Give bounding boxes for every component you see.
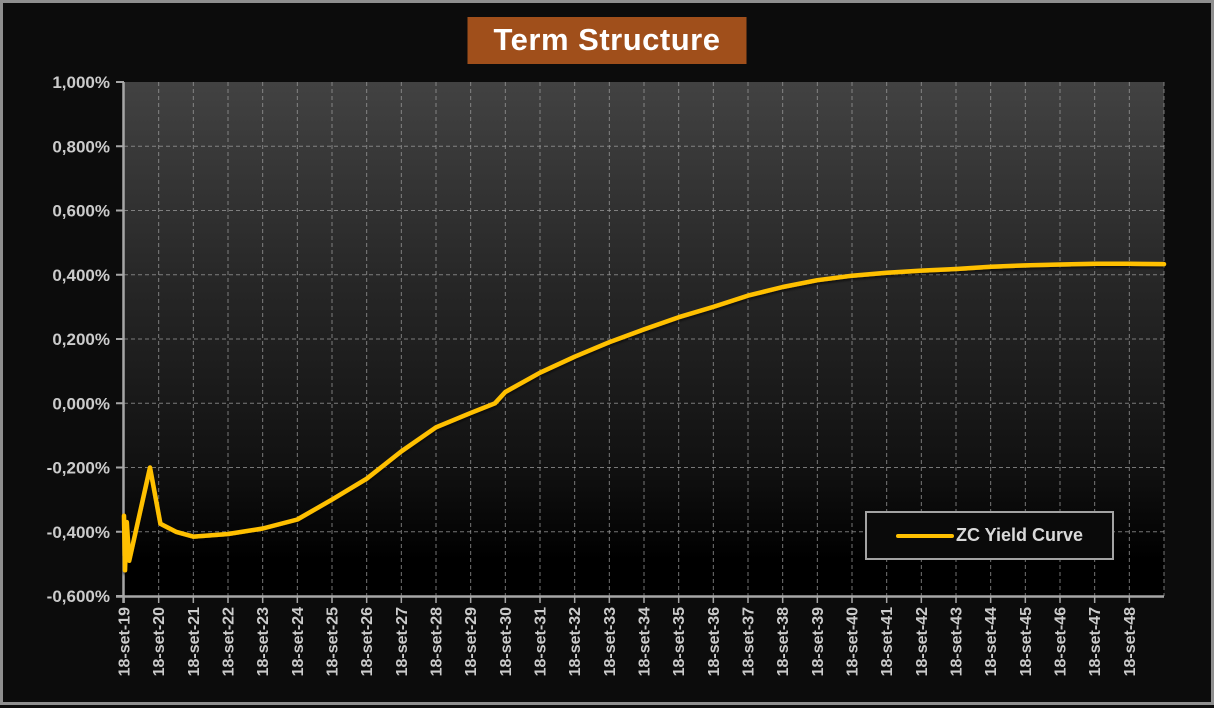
- x-axis-label: 18-set-26: [359, 607, 376, 676]
- x-axis-label: 18-set-36: [706, 607, 723, 676]
- x-axis-label: 18-set-44: [983, 607, 1000, 676]
- y-axis-label: 0,200%: [52, 330, 110, 349]
- x-axis-label: 18-set-29: [463, 607, 480, 676]
- y-axis-label: -0,200%: [47, 459, 110, 478]
- y-axis-label: -0,600%: [47, 587, 110, 606]
- x-axis-label: 18-set-20: [151, 607, 168, 676]
- term-structure-chart: 1,000% 0,800% 0,600% 0,400% 0,200% 0,000% -0,2…: [47, 73, 1167, 676]
- y-axis-labels: 1,000% 0,800% 0,600% 0,400% 0,200% 0,000% -0,2…: [47, 73, 110, 606]
- series: [121, 261, 1167, 573]
- x-axis-label: 18-set-42: [914, 607, 931, 676]
- y-axis-label: 0,000%: [52, 394, 110, 413]
- y-axis-label: 0,800%: [52, 137, 110, 156]
- zc-yield-curve-line: [121, 261, 1167, 573]
- x-axis-label: 18-set-45: [1018, 607, 1035, 676]
- x-axis-label: 18-set-23: [255, 607, 272, 676]
- x-axis-label: 18-set-28: [429, 607, 446, 676]
- x-axis-label: 18-set-48: [1122, 607, 1139, 676]
- x-axis-label: 18-set-19: [117, 607, 134, 676]
- x-axis-label: 18-set-21: [186, 607, 203, 676]
- x-axis-label: 18-set-43: [949, 607, 966, 676]
- x-axis-label: 18-set-34: [637, 607, 654, 676]
- y-axis-label: 0,600%: [52, 202, 110, 221]
- y-axis-label: 1,000%: [52, 73, 110, 92]
- y-axis-label: 0,400%: [52, 266, 110, 285]
- x-axis-label: 18-set-22: [221, 607, 238, 676]
- x-axis-label: 18-set-41: [879, 607, 896, 676]
- x-axis-label: 18-set-25: [325, 607, 342, 676]
- x-axis-label: 18-set-33: [602, 607, 619, 676]
- y-axis-label: -0,400%: [47, 523, 110, 542]
- x-axis-label: 18-set-24: [290, 607, 307, 676]
- x-axis-label: 18-set-32: [567, 607, 584, 676]
- gridlines: [124, 82, 1165, 596]
- x-axis-labels: 18-set-19 18-set-20 18-set-21 18-set-22 18-s…: [117, 607, 1139, 676]
- chart-title: Term Structure: [467, 17, 747, 64]
- chart-title-text: Term Structure: [493, 22, 721, 57]
- x-axis-label: 18-set-27: [394, 607, 411, 676]
- legend-line-sample: [895, 533, 954, 538]
- x-axis-label: 18-set-40: [845, 607, 862, 676]
- x-axis-label: 18-set-31: [533, 607, 550, 676]
- x-axis-label: 18-set-47: [1087, 607, 1104, 676]
- x-axis-label: 18-set-35: [671, 607, 688, 676]
- x-axis-label: 18-set-37: [741, 607, 758, 676]
- legend: ZC Yield Curve: [865, 511, 1114, 560]
- x-axis-label: 18-set-30: [498, 607, 515, 676]
- legend-label: ZC Yield Curve: [955, 525, 1084, 545]
- x-axis-label: 18-set-38: [775, 607, 792, 676]
- x-axis-label: 18-set-39: [810, 607, 827, 676]
- x-axis-label: 18-set-46: [1053, 607, 1070, 676]
